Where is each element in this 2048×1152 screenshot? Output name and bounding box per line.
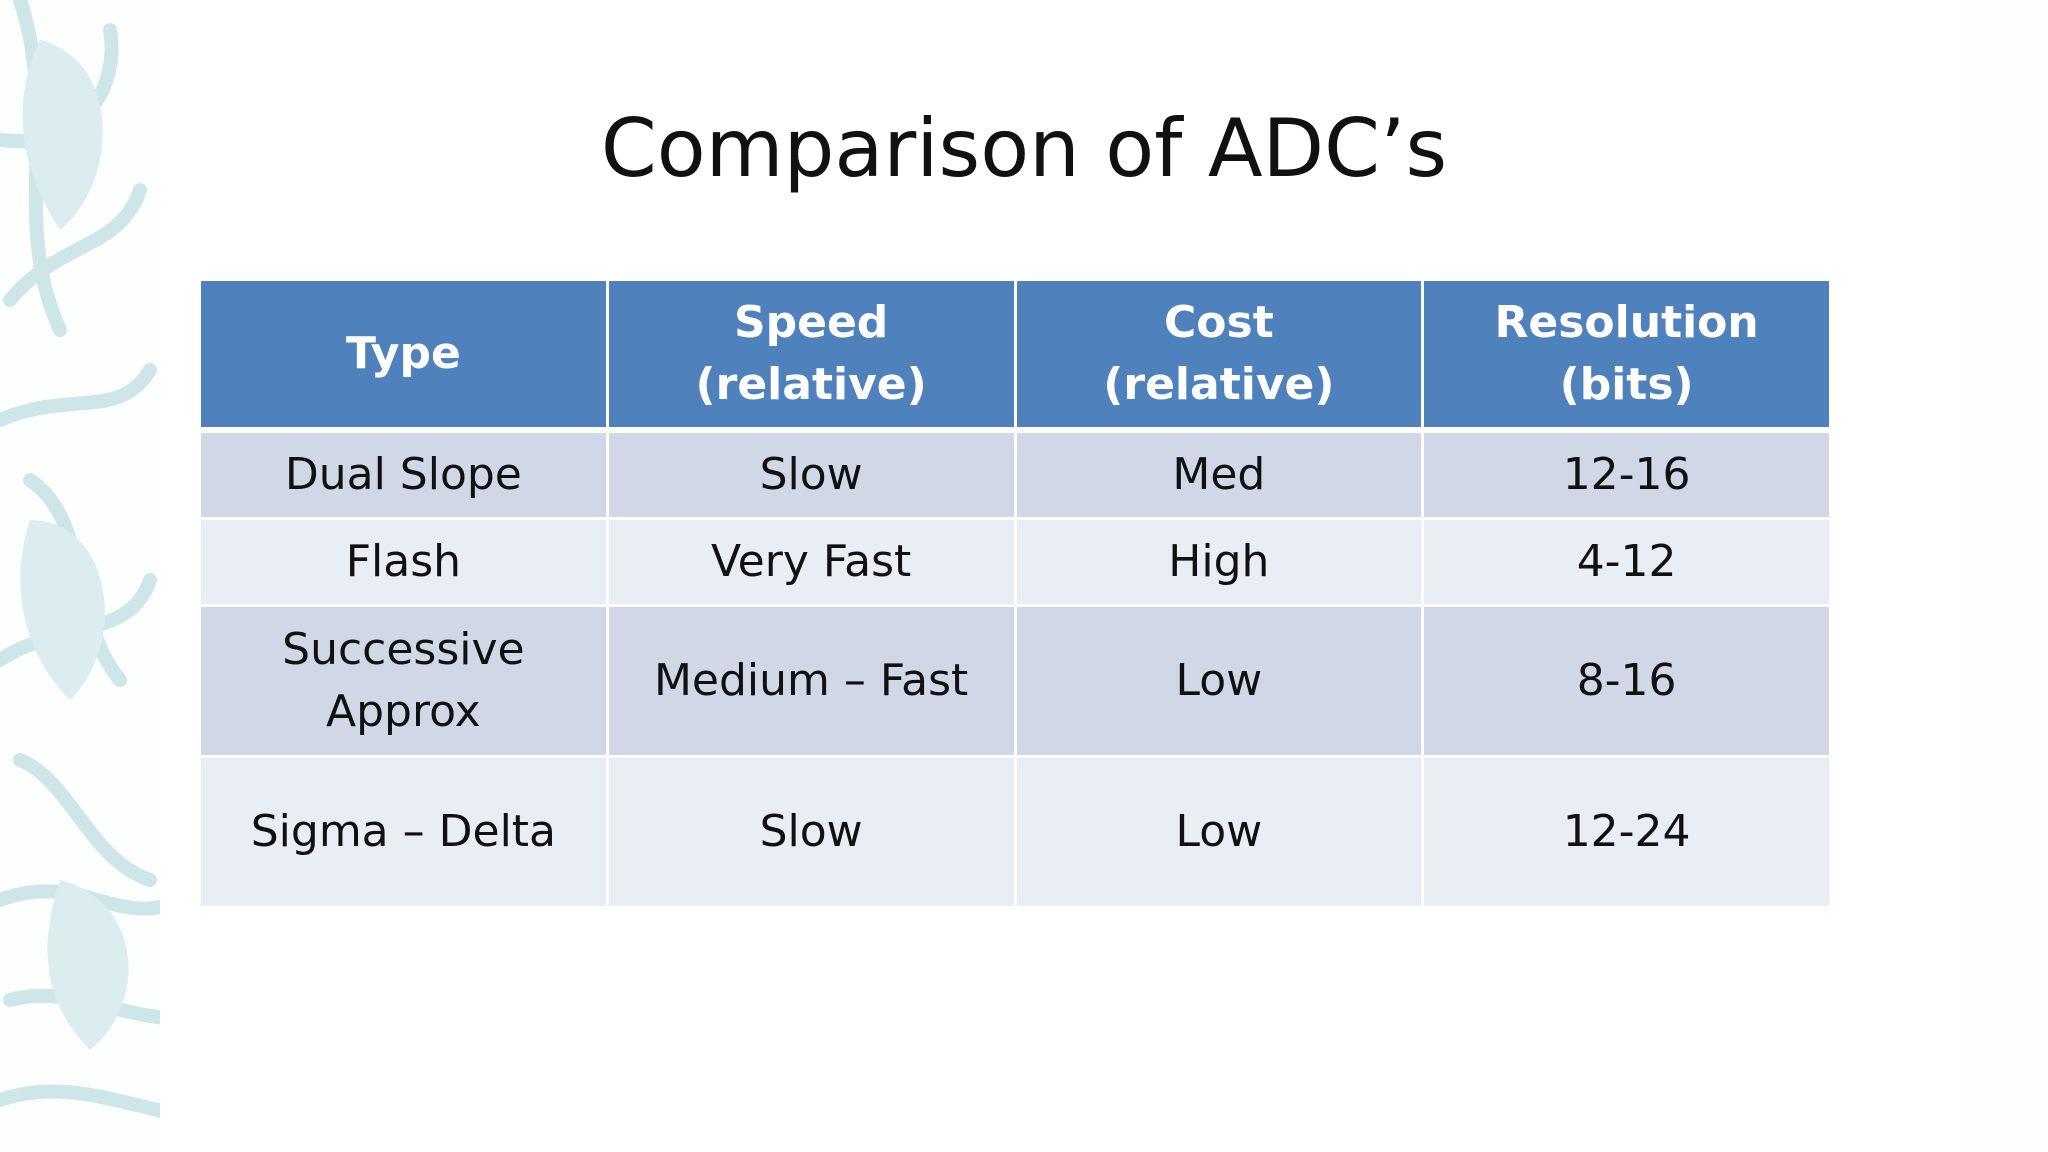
cell-cost: Med [1013,428,1425,520]
cell-type: Dual Slope [198,428,609,520]
table-row: Flash Very Fast High 4-12 [198,517,1832,607]
cell-resolution: 12-16 [1421,428,1832,520]
slide-title: Comparison of ADC’s [600,101,1448,195]
cell-cost: Low [1013,604,1425,758]
header-resolution: Resolution (bits) [1421,278,1832,433]
table-header-row: Type Speed (relative) Cost (relative) Re… [198,278,1832,433]
adc-comparison-table: Type Speed (relative) Cost (relative) Re… [198,278,1832,909]
adc-comparison-table-wrap: Type Speed (relative) Cost (relative) Re… [198,278,1832,909]
table-row: Sigma – Delta Slow Low 12-24 [198,755,1832,909]
cell-resolution: 8-16 [1421,604,1832,758]
header-type: Type [198,278,609,433]
cell-type: Successive Approx [198,604,609,758]
cell-speed: Medium – Fast [605,604,1017,758]
header-cost: Cost (relative) [1013,278,1425,433]
cell-speed: Slow [605,755,1017,909]
table-row: Successive Approx Medium – Fast Low 8-16 [198,604,1832,758]
header-speed: Speed (relative) [605,278,1017,433]
cell-speed: Very Fast [605,517,1017,607]
cell-cost: High [1013,517,1425,607]
cell-speed: Slow [605,428,1017,520]
cell-type: Flash [198,517,609,607]
table-row: Dual Slope Slow Med 12-16 [198,428,1832,520]
cell-resolution: 12-24 [1421,755,1832,909]
leaf-pattern-icon [0,0,267,1129]
cell-resolution: 4-12 [1421,517,1832,607]
cell-type: Sigma – Delta [198,755,609,909]
cell-cost: Low [1013,755,1425,909]
